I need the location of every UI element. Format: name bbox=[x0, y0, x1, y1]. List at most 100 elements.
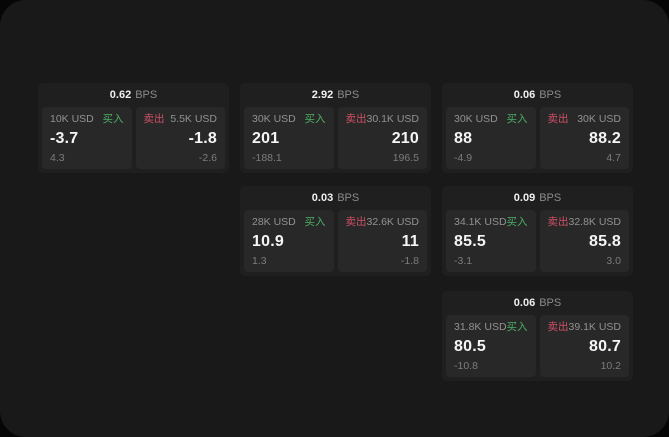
sell-price: 210 bbox=[391, 129, 419, 147]
buy-side-label: 买入 bbox=[304, 113, 326, 125]
buy-notional: 28K USD bbox=[252, 216, 296, 228]
sell-meta: 卖出 32.8K USD bbox=[548, 217, 622, 228]
sell-price: 11 bbox=[401, 232, 419, 250]
buy-tile[interactable]: 10K USD 买入 -3.7 4.3 bbox=[42, 107, 132, 169]
sell-tile[interactable]: 卖出 32.8K USD 85.8 3.0 bbox=[539, 210, 629, 272]
sell-side-label: 卖出 bbox=[547, 113, 569, 125]
sell-notional: 39.1K USD bbox=[568, 321, 622, 333]
spread-value: 0.06 bbox=[513, 296, 536, 309]
sell-meta: 卖出 39.1K USD bbox=[548, 322, 622, 333]
buy-notional: 30K USD bbox=[252, 113, 296, 125]
spread-unit: BPS bbox=[539, 88, 562, 101]
spread-unit: BPS bbox=[539, 191, 562, 204]
sell-tile[interactable]: 卖出 39.1K USD 80.7 10.2 bbox=[539, 315, 629, 377]
price-card: 0.06 BPS 31.8K USD 买入 80.5 -10.8 卖出 39.1… bbox=[442, 291, 633, 381]
sell-meta: 卖出 30.1K USD bbox=[346, 114, 420, 125]
spread-header: 0.06 BPS bbox=[442, 291, 633, 315]
sell-delta: -2.6 bbox=[198, 151, 217, 164]
spread-value: 2.92 bbox=[311, 88, 334, 101]
price-card: 0.03 BPS 28K USD 买入 10.9 1.3 卖出 32.6K US… bbox=[240, 186, 431, 276]
sell-price: 80.7 bbox=[589, 337, 621, 355]
sell-delta: 196.5 bbox=[392, 151, 419, 164]
buy-price: 10.9 bbox=[252, 232, 284, 250]
sell-side-label: 卖出 bbox=[345, 113, 367, 125]
sell-delta: 10.2 bbox=[600, 359, 621, 372]
price-card: 0.06 BPS 30K USD 买入 88 -4.9 卖出 30K USD 8… bbox=[442, 83, 633, 173]
price-card: 0.09 BPS 34.1K USD 买入 85.5 -3.1 卖出 32.8K… bbox=[442, 186, 633, 276]
buy-side-label: 买入 bbox=[506, 321, 528, 333]
buy-notional: 10K USD bbox=[50, 113, 94, 125]
buy-meta: 28K USD 买入 bbox=[252, 217, 326, 228]
sell-delta: 3.0 bbox=[606, 254, 621, 267]
buy-price: -3.7 bbox=[50, 129, 79, 147]
buy-side-label: 买入 bbox=[506, 216, 528, 228]
sell-notional: 5.5K USD bbox=[170, 113, 217, 125]
buy-price: 88 bbox=[454, 129, 473, 147]
buy-side-label: 买入 bbox=[506, 113, 528, 125]
buy-tile[interactable]: 30K USD 买入 88 -4.9 bbox=[446, 107, 536, 169]
sell-price: 85.8 bbox=[589, 232, 621, 250]
spread-header: 0.09 BPS bbox=[442, 186, 633, 210]
quote-panels: 30K USD 买入 88 -4.9 卖出 30K USD 88.2 4.7 bbox=[442, 107, 633, 169]
sell-side-label: 卖出 bbox=[547, 321, 569, 333]
sell-side-label: 卖出 bbox=[143, 113, 165, 125]
sell-tile[interactable]: 卖出 5.5K USD -1.8 -2.6 bbox=[135, 107, 225, 169]
spread-unit: BPS bbox=[539, 296, 562, 309]
buy-price: 85.5 bbox=[454, 232, 486, 250]
buy-tile[interactable]: 28K USD 买入 10.9 1.3 bbox=[244, 210, 334, 272]
sell-tile[interactable]: 卖出 30.1K USD 210 196.5 bbox=[337, 107, 427, 169]
buy-meta: 30K USD 买入 bbox=[454, 114, 528, 125]
buy-delta: -4.9 bbox=[454, 151, 473, 164]
sell-notional: 30K USD bbox=[577, 113, 621, 125]
sell-price: 88.2 bbox=[589, 129, 621, 147]
sell-price: -1.8 bbox=[188, 129, 217, 147]
buy-notional: 34.1K USD bbox=[454, 216, 507, 228]
buy-meta: 31.8K USD 买入 bbox=[454, 322, 528, 333]
spread-value: 0.62 bbox=[109, 88, 132, 101]
sell-meta: 卖出 5.5K USD bbox=[144, 114, 218, 125]
buy-side-label: 买入 bbox=[102, 113, 124, 125]
quote-panels: 34.1K USD 买入 85.5 -3.1 卖出 32.8K USD 85.8… bbox=[442, 210, 633, 272]
quote-panels: 30K USD 买入 201 -188.1 卖出 30.1K USD 210 1… bbox=[240, 107, 431, 169]
spread-header: 0.62 BPS bbox=[38, 83, 229, 107]
quote-panels: 10K USD 买入 -3.7 4.3 卖出 5.5K USD -1.8 -2.… bbox=[38, 107, 229, 169]
buy-delta: 4.3 bbox=[50, 151, 65, 164]
buy-notional: 30K USD bbox=[454, 113, 498, 125]
spread-header: 2.92 BPS bbox=[240, 83, 431, 107]
buy-meta: 10K USD 买入 bbox=[50, 114, 124, 125]
buy-delta: -188.1 bbox=[252, 151, 282, 164]
spread-header: 0.06 BPS bbox=[442, 83, 633, 107]
spread-value: 0.09 bbox=[513, 191, 536, 204]
quote-panels: 31.8K USD 买入 80.5 -10.8 卖出 39.1K USD 80.… bbox=[442, 315, 633, 377]
price-card: 2.92 BPS 30K USD 买入 201 -188.1 卖出 30.1K … bbox=[240, 83, 431, 173]
spread-unit: BPS bbox=[337, 191, 360, 204]
spread-header: 0.03 BPS bbox=[240, 186, 431, 210]
spread-unit: BPS bbox=[337, 88, 360, 101]
buy-notional: 31.8K USD bbox=[454, 321, 507, 333]
sell-meta: 卖出 30K USD bbox=[548, 114, 622, 125]
quote-panels: 28K USD 买入 10.9 1.3 卖出 32.6K USD 11 -1.8 bbox=[240, 210, 431, 272]
sell-tile[interactable]: 卖出 30K USD 88.2 4.7 bbox=[539, 107, 629, 169]
sell-delta: 4.7 bbox=[606, 151, 621, 164]
sell-tile[interactable]: 卖出 32.6K USD 11 -1.8 bbox=[337, 210, 427, 272]
buy-delta: -3.1 bbox=[454, 254, 473, 267]
buy-tile[interactable]: 34.1K USD 买入 85.5 -3.1 bbox=[446, 210, 536, 272]
sell-delta: -1.8 bbox=[400, 254, 419, 267]
sell-side-label: 卖出 bbox=[345, 216, 367, 228]
sell-meta: 卖出 32.6K USD bbox=[346, 217, 420, 228]
sell-notional: 32.6K USD bbox=[366, 216, 420, 228]
buy-delta: -10.8 bbox=[454, 359, 478, 372]
buy-delta: 1.3 bbox=[252, 254, 267, 267]
buy-tile[interactable]: 31.8K USD 买入 80.5 -10.8 bbox=[446, 315, 536, 377]
buy-meta: 30K USD 买入 bbox=[252, 114, 326, 125]
buy-meta: 34.1K USD 买入 bbox=[454, 217, 528, 228]
buy-tile[interactable]: 30K USD 买入 201 -188.1 bbox=[244, 107, 334, 169]
spread-unit: BPS bbox=[135, 88, 158, 101]
buy-side-label: 买入 bbox=[304, 216, 326, 228]
price-card: 0.62 BPS 10K USD 买入 -3.7 4.3 卖出 5.5K USD… bbox=[38, 83, 229, 173]
sell-notional: 30.1K USD bbox=[366, 113, 420, 125]
spread-value: 0.06 bbox=[513, 88, 536, 101]
buy-price: 80.5 bbox=[454, 337, 486, 355]
buy-price: 201 bbox=[252, 129, 280, 147]
